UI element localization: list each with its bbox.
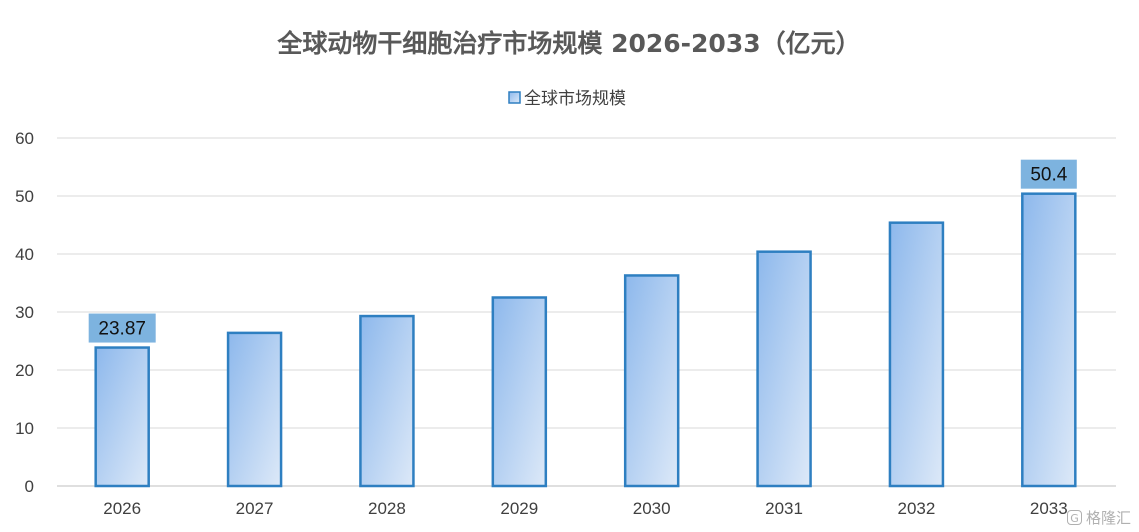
data-label-2026: 23.87 [88,313,156,343]
data-label-value: 50.4 [1030,165,1067,186]
data-labels: 23.87 50.4 [88,159,1077,343]
bar-2027 [226,331,283,488]
y-tick-label: 30 [15,303,34,322]
y-tick-label: 10 [15,419,34,438]
y-tick-label: 0 [25,477,34,496]
data-label-background [1020,159,1077,189]
bar-2033 [1021,192,1077,488]
bar-2029 [491,296,548,488]
y-tick-label: 50 [15,187,34,206]
bar-2028 [359,314,415,488]
x-tick-label: 2028 [368,499,406,518]
x-tick-label: 2029 [500,499,538,518]
data-label-value: 23.87 [98,319,146,340]
chart-legend: 全球市场规模 [508,89,626,109]
x-tick-label: 2030 [633,499,671,518]
x-tick-label: 2032 [898,499,936,518]
y-tick-label: 20 [15,361,34,380]
data-label-background [88,313,156,343]
watermark-text: 格隆汇 [1085,509,1131,527]
y-tick-label: 40 [15,245,34,264]
bar-2032 [888,221,945,488]
data-label-2033: 50.4 [1020,159,1077,189]
x-tick-label: 2033 [1030,499,1068,518]
x-tick-label: 2031 [765,499,803,518]
gridlines [57,137,1116,487]
bar-2026 [94,346,150,488]
watermark: G 格隆汇 [1066,507,1131,528]
x-axis-ticks: 2026 2027 2028 2029 2030 2031 2032 2033 [103,499,1067,518]
legend-swatch [508,91,521,104]
x-tick-label: 2027 [236,499,274,518]
x-tick-label: 2026 [103,499,141,518]
watermark-logo-icon: G [1066,510,1082,525]
y-tick-label: 60 [15,129,34,148]
bars [94,192,1077,488]
bar-2030 [623,274,680,488]
y-axis-ticks: 0 10 20 30 40 50 60 [15,129,34,496]
legend-label: 全球市场规模 [524,89,626,109]
chart-title: 全球动物干细胞治疗市场规模 2026-2033（亿元） [276,29,860,58]
bar-2031 [756,250,812,488]
